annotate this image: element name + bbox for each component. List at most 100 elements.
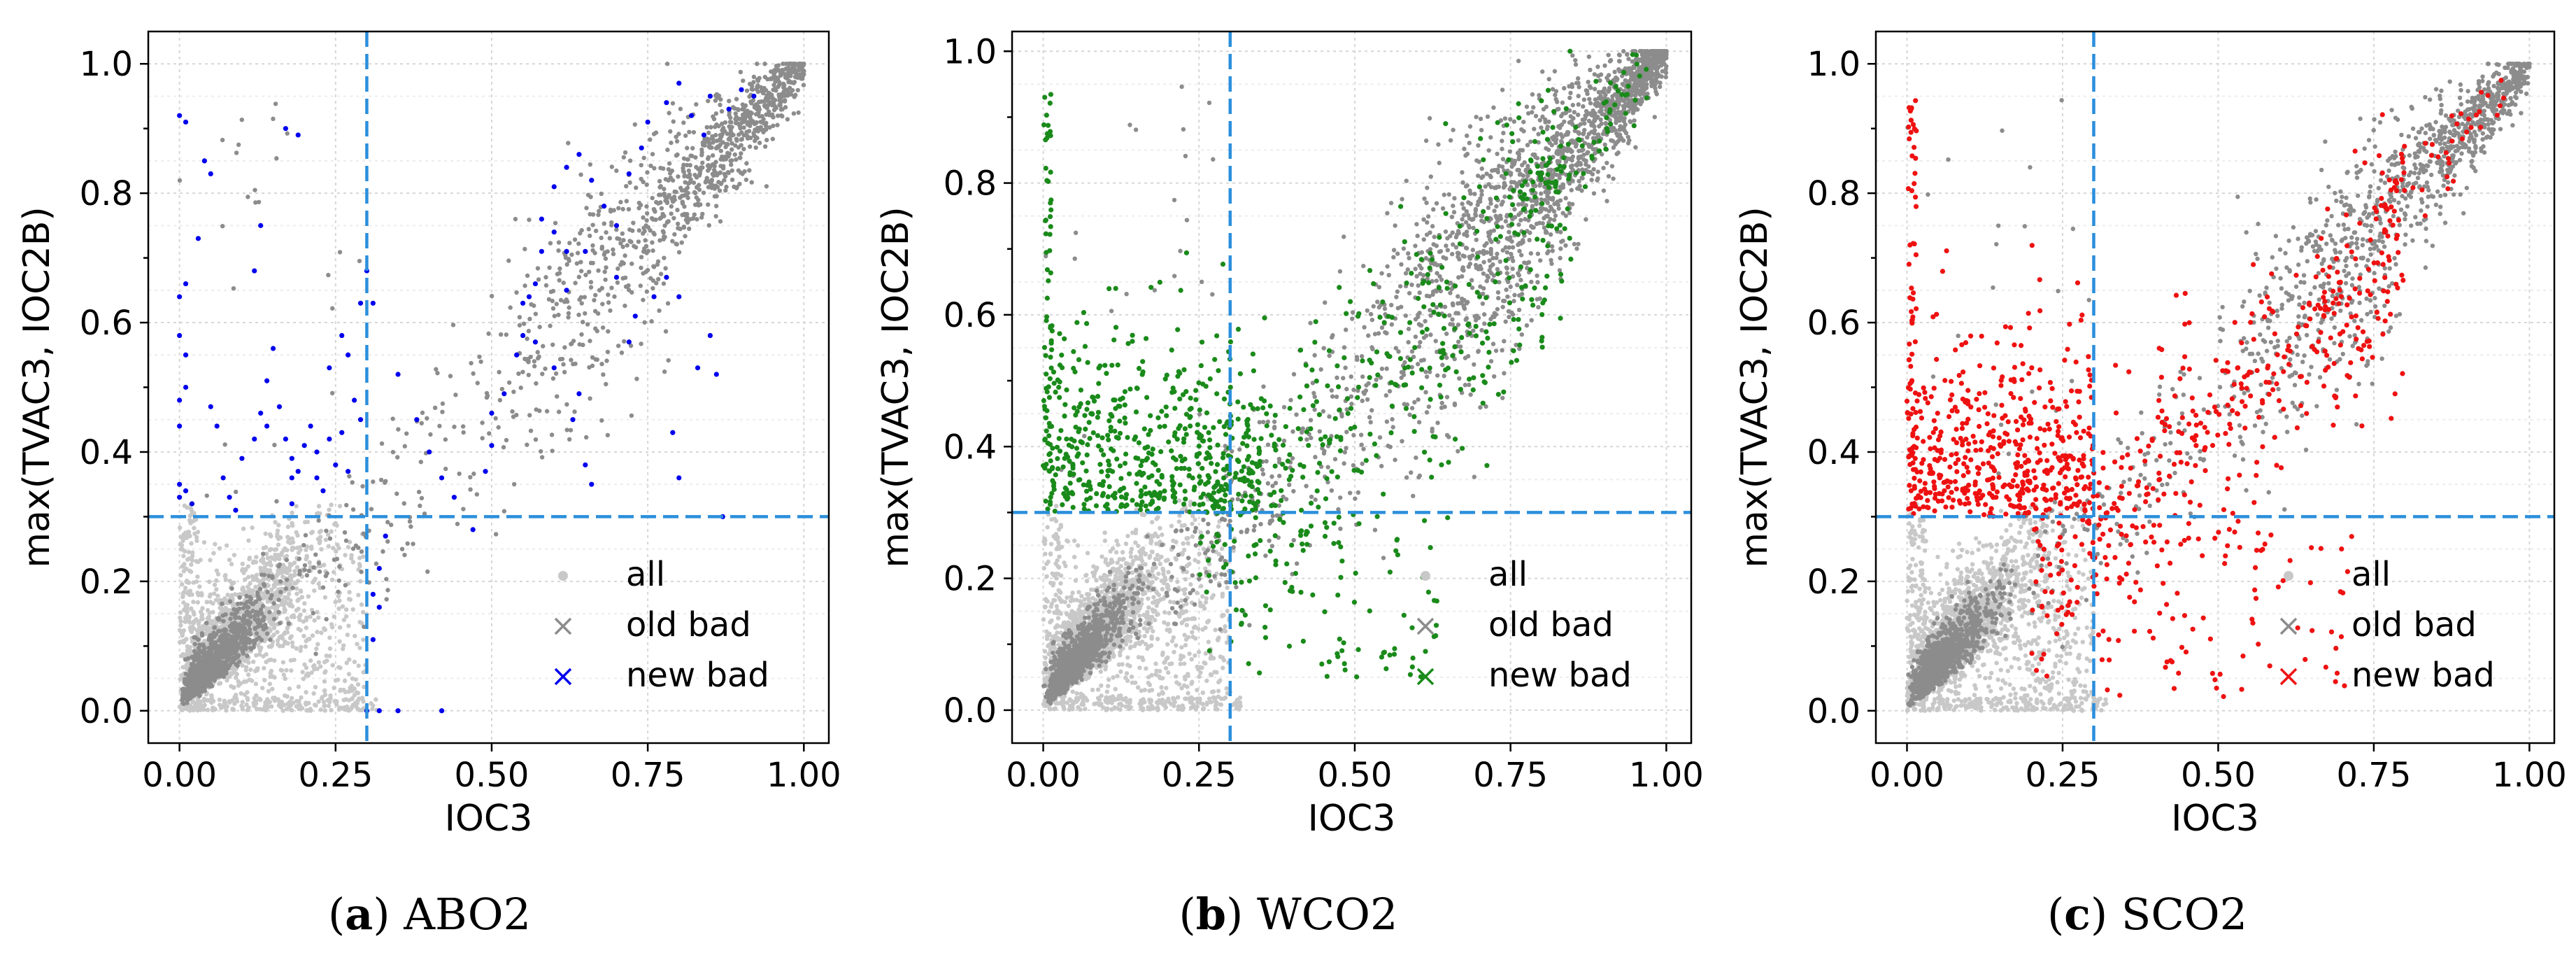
point-old-bad (569, 252, 574, 257)
point-old-bad (757, 141, 762, 146)
point-old-bad (525, 358, 530, 363)
point-old-bad (390, 449, 396, 455)
point-old-bad (685, 157, 690, 162)
point-old-bad (562, 299, 567, 304)
point-all (341, 706, 346, 711)
point-all (222, 596, 227, 601)
point-all (284, 706, 290, 712)
point-old-bad (651, 132, 657, 136)
point-all (337, 639, 342, 644)
point-all (257, 696, 262, 701)
point-old-bad (638, 283, 643, 288)
point-old-bad (213, 640, 218, 645)
point-old-bad (223, 612, 228, 617)
point-all (312, 618, 317, 623)
point-old-bad (732, 152, 737, 157)
point-old-bad (489, 293, 494, 299)
point-old-bad (247, 630, 252, 635)
point-old-bad (256, 199, 262, 204)
point-old-bad (577, 297, 582, 302)
point-old-bad (557, 271, 562, 276)
point-old-bad (568, 428, 574, 432)
point-old-bad (694, 195, 699, 200)
point-new-bad (195, 236, 201, 241)
point-old-bad (741, 78, 746, 83)
point-old-bad (709, 145, 714, 150)
point-old-bad (191, 663, 197, 668)
point-old-bad (718, 219, 723, 224)
point-old-bad (562, 345, 567, 350)
point-all (180, 581, 185, 587)
point-old-bad (659, 206, 664, 211)
point-all (373, 697, 378, 702)
point-old-bad (268, 637, 273, 642)
point-old-bad (747, 94, 752, 99)
point-old-bad (799, 67, 805, 73)
point-old-bad (584, 206, 589, 211)
point-old-bad (209, 643, 215, 649)
point-new-bad (664, 274, 669, 280)
point-all (1130, 530, 1135, 535)
point-all (258, 582, 263, 587)
point-old-bad (633, 245, 639, 250)
point-old-bad (681, 156, 687, 161)
point-all (310, 633, 315, 638)
point-new-bad (346, 352, 351, 358)
point-old-bad (180, 686, 185, 692)
y-tick-label: 0.8 (80, 174, 133, 213)
point-old-bad (699, 153, 704, 157)
point-old-bad (644, 289, 650, 294)
point-all (326, 703, 332, 709)
point-old-bad (662, 186, 667, 192)
point-old-bad (326, 272, 331, 278)
point-all (324, 654, 329, 658)
point-old-bad (657, 308, 662, 313)
point-old-bad (222, 628, 227, 634)
point-all (330, 663, 335, 668)
point-all (1079, 593, 1084, 599)
point-old-bad (620, 260, 625, 264)
point-old-bad (553, 371, 559, 376)
point-all (234, 693, 239, 698)
point-old-bad (213, 632, 219, 637)
point-old-bad (761, 120, 766, 126)
point-old-bad (440, 409, 445, 414)
caption-a: (a) ABO2 (327, 889, 532, 940)
point-all (266, 699, 271, 704)
point-all (1069, 594, 1074, 600)
point-old-bad (649, 319, 654, 324)
point-new-bad (339, 332, 345, 339)
point-all (262, 665, 266, 671)
point-old-bad (683, 133, 688, 139)
point-all (201, 623, 206, 629)
point-all (356, 593, 361, 598)
point-all (205, 707, 211, 712)
point-old-bad (497, 397, 503, 403)
point-all (239, 703, 244, 708)
point-all (341, 647, 346, 651)
point-all (180, 591, 185, 596)
point-old-bad (627, 180, 632, 185)
point-all (336, 546, 341, 551)
point-old-bad (602, 269, 607, 274)
point-all (308, 708, 313, 713)
point-old-bad (576, 274, 582, 280)
point-old-bad (700, 140, 706, 146)
point-all (290, 696, 294, 701)
point-old-bad (733, 143, 738, 148)
point-all (269, 704, 274, 709)
point-old-bad (734, 97, 739, 101)
point-all (257, 648, 263, 653)
point-all (208, 558, 213, 563)
point-old-bad (686, 181, 691, 186)
point-old-bad (767, 109, 771, 114)
point-all (182, 561, 187, 567)
point-all (178, 623, 183, 628)
point-old-bad (177, 178, 183, 183)
point-new-bad (514, 352, 520, 358)
point-new-bad (439, 475, 445, 481)
point-old-bad (654, 281, 659, 285)
point-old-bad (506, 380, 512, 385)
point-new-bad (333, 462, 339, 468)
point-all (266, 583, 271, 588)
